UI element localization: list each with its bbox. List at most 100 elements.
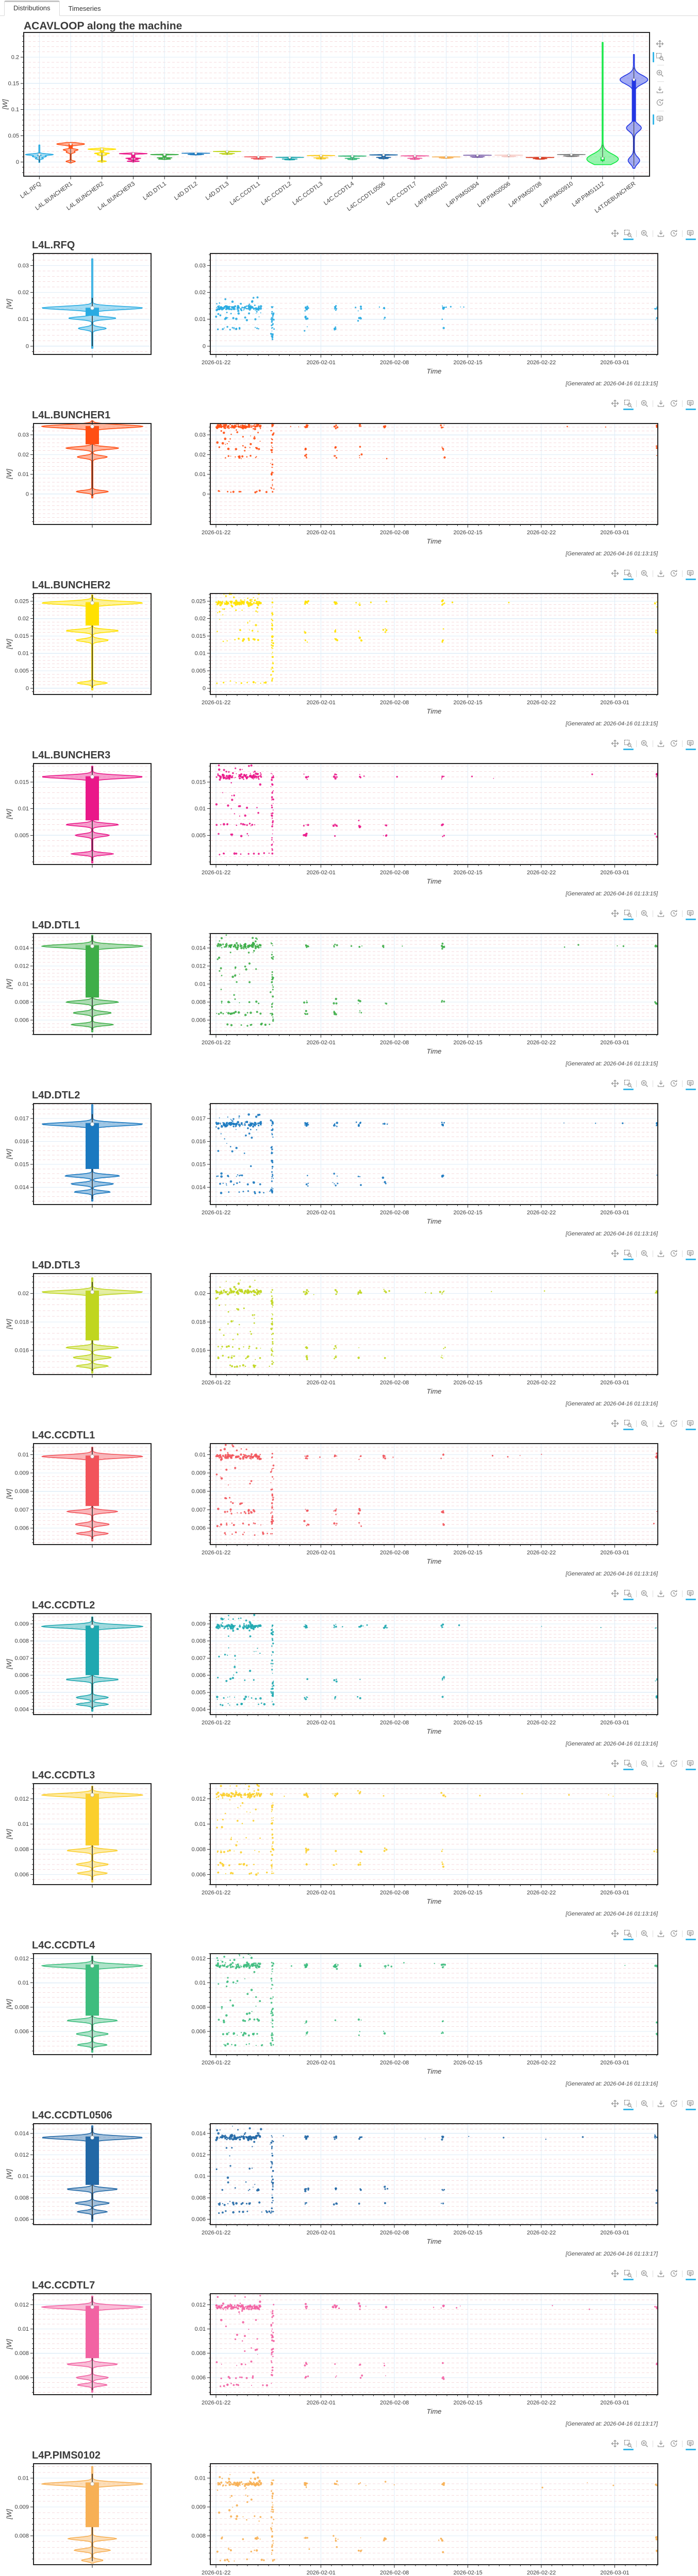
section-plots-canvas[interactable]: 0.0060.0080.010.0120.014[W]0.0060.0080.0…	[0, 909, 698, 1079]
save-tool-button[interactable]	[655, 1589, 668, 1600]
save-tool-button[interactable]	[655, 2439, 668, 2450]
wheel-zoom-tool-button[interactable]	[638, 1249, 651, 1260]
reset-tool-button[interactable]	[668, 1759, 680, 1770]
pan-tool-button[interactable]	[609, 1079, 622, 1090]
pan-tool-button[interactable]	[609, 1929, 622, 1940]
pan-tool-button[interactable]	[609, 2269, 622, 2280]
wheel-zoom-tool-button[interactable]	[638, 2439, 651, 2450]
save-tool-button[interactable]	[655, 569, 668, 580]
reset-tool-button[interactable]	[668, 1249, 680, 1260]
section-plots-canvas[interactable]: 0 0.005 0.01 0.015 0.02 0.025 [W] 0 0.005 0.01 0.0…	[0, 569, 698, 739]
wheel-zoom-tool-button[interactable]	[638, 2099, 651, 2110]
tab-timeseries[interactable]: Timeseries	[68, 5, 101, 12]
hover-tool-button[interactable]	[684, 1589, 697, 1600]
hover-tool-button[interactable]	[684, 229, 697, 240]
box-zoom-tool-button[interactable]	[653, 50, 664, 63]
box-zoom-tool-button[interactable]	[622, 1759, 635, 1770]
reset-tool-button[interactable]	[668, 909, 680, 920]
wheel-zoom-tool-button[interactable]	[638, 909, 651, 920]
box-zoom-tool-button[interactable]	[622, 1079, 635, 1090]
wheel-zoom-tool-button[interactable]	[653, 67, 664, 80]
section-plots-canvas[interactable]: 0.005 0.01 0.015 [W] 0.005 0.01 0.015 2026-01-2…	[0, 739, 698, 909]
reset-tool-button[interactable]	[668, 1929, 680, 1940]
pan-tool-button[interactable]	[609, 739, 622, 750]
save-tool-button[interactable]	[655, 1419, 668, 1430]
box-zoom-tool-button[interactable]	[622, 739, 635, 750]
section-plots-canvas[interactable]: 0.006 0.008 0.01 0.012 [W] 0.006 0.008 0.01 0.01…	[0, 1759, 698, 1929]
pan-tool-button[interactable]	[609, 229, 622, 240]
box-zoom-tool-button[interactable]	[622, 399, 635, 410]
hover-tool-button[interactable]	[684, 1759, 697, 1770]
reset-tool-button[interactable]	[668, 2439, 680, 2450]
save-tool-button[interactable]	[655, 1249, 668, 1260]
box-zoom-tool-button[interactable]	[622, 1929, 635, 1940]
box-zoom-tool-button[interactable]	[622, 2099, 635, 2110]
box-zoom-tool-button[interactable]	[622, 2439, 635, 2450]
reset-tool-button[interactable]	[668, 2269, 680, 2280]
save-tool-button[interactable]	[655, 739, 668, 750]
wheel-zoom-tool-button[interactable]	[638, 569, 651, 580]
reset-tool-button[interactable]	[668, 2099, 680, 2110]
reset-tool-button[interactable]	[668, 399, 680, 410]
save-tool-button[interactable]	[655, 1929, 668, 1940]
hover-tool-button[interactable]	[684, 1079, 697, 1090]
save-tool-button[interactable]	[653, 83, 664, 96]
pan-tool-button[interactable]	[609, 1589, 622, 1600]
hover-tool-button[interactable]	[684, 2269, 697, 2280]
section-plots-canvas[interactable]: 0.0060.0080.010.0120.014[W]0.0060.0080.0…	[0, 2099, 698, 2269]
pan-tool-button[interactable]	[609, 909, 622, 920]
reset-tool-button[interactable]	[668, 739, 680, 750]
wheel-zoom-tool-button[interactable]	[638, 1589, 651, 1600]
hover-tool-button[interactable]	[684, 1929, 697, 1940]
wheel-zoom-tool-button[interactable]	[638, 399, 651, 410]
save-tool-button[interactable]	[655, 229, 668, 240]
box-zoom-tool-button[interactable]	[622, 2269, 635, 2280]
hover-tool-button[interactable]	[684, 569, 697, 580]
pan-tool-button[interactable]	[609, 399, 622, 410]
section-plots-canvas[interactable]: 0.0140.0150.0160.017[W]0.0140.0150.0160.…	[0, 1079, 698, 1249]
box-zoom-tool-button[interactable]	[622, 569, 635, 580]
reset-tool-button[interactable]	[668, 1079, 680, 1090]
reset-tool-button[interactable]	[668, 1419, 680, 1430]
hover-tool-button[interactable]	[684, 2099, 697, 2110]
pan-tool-button[interactable]	[609, 1759, 622, 1770]
save-tool-button[interactable]	[655, 1079, 668, 1090]
box-zoom-tool-button[interactable]	[622, 909, 635, 920]
wheel-zoom-tool-button[interactable]	[638, 739, 651, 750]
tab-distributions[interactable]: Distributions	[4, 1, 60, 16]
reset-tool-button[interactable]	[653, 96, 664, 109]
wheel-zoom-tool-button[interactable]	[638, 229, 651, 240]
wheel-zoom-tool-button[interactable]	[638, 1759, 651, 1770]
section-plots-canvas[interactable]: 0.008 0.009 0.01 [W] 0.008 0.009 0.01 2026-01-2…	[0, 2439, 698, 2576]
box-zoom-tool-button[interactable]	[622, 229, 635, 240]
box-zoom-tool-button[interactable]	[622, 1419, 635, 1430]
hover-tool-button[interactable]	[653, 113, 664, 126]
wheel-zoom-tool-button[interactable]	[638, 1419, 651, 1430]
section-plots-canvas[interactable]: 0.006 0.008 0.01 0.012 [W] 0.006 0.008 0.01 0.01…	[0, 1929, 698, 2099]
section-plots-canvas[interactable]: 0.0060.0070.0080.0090.01[W]0.0060.0070.0…	[0, 1419, 698, 1589]
pan-tool-button[interactable]	[609, 1419, 622, 1430]
box-zoom-tool-button[interactable]	[622, 1589, 635, 1600]
reset-tool-button[interactable]	[668, 569, 680, 580]
save-tool-button[interactable]	[655, 1759, 668, 1770]
wheel-zoom-tool-button[interactable]	[638, 1929, 651, 1940]
hover-tool-button[interactable]	[684, 739, 697, 750]
save-tool-button[interactable]	[655, 909, 668, 920]
reset-tool-button[interactable]	[668, 229, 680, 240]
hover-tool-button[interactable]	[684, 1419, 697, 1430]
pan-tool-button[interactable]	[609, 2439, 622, 2450]
overview-violin-canvas[interactable]: 0 0.05 0.1 0.15 0.2 L4L.RFQL4L.BUNCHER1L4L.BU…	[0, 16, 698, 229]
pan-tool-button[interactable]	[609, 1249, 622, 1260]
pan-tool-button[interactable]	[609, 2099, 622, 2110]
section-plots-canvas[interactable]: 0.006 0.008 0.01 0.012 [W] 0.006 0.008 0.01 0.01…	[0, 2269, 698, 2439]
hover-tool-button[interactable]	[684, 2439, 697, 2450]
hover-tool-button[interactable]	[684, 1249, 697, 1260]
hover-tool-button[interactable]	[684, 399, 697, 410]
section-plots-canvas[interactable]: 0.0040.0050.0060.0070.0080.009[W]0.0040.…	[0, 1589, 698, 1759]
wheel-zoom-tool-button[interactable]	[638, 2269, 651, 2280]
save-tool-button[interactable]	[655, 2269, 668, 2280]
box-zoom-tool-button[interactable]	[622, 1249, 635, 1260]
hover-tool-button[interactable]	[684, 909, 697, 920]
